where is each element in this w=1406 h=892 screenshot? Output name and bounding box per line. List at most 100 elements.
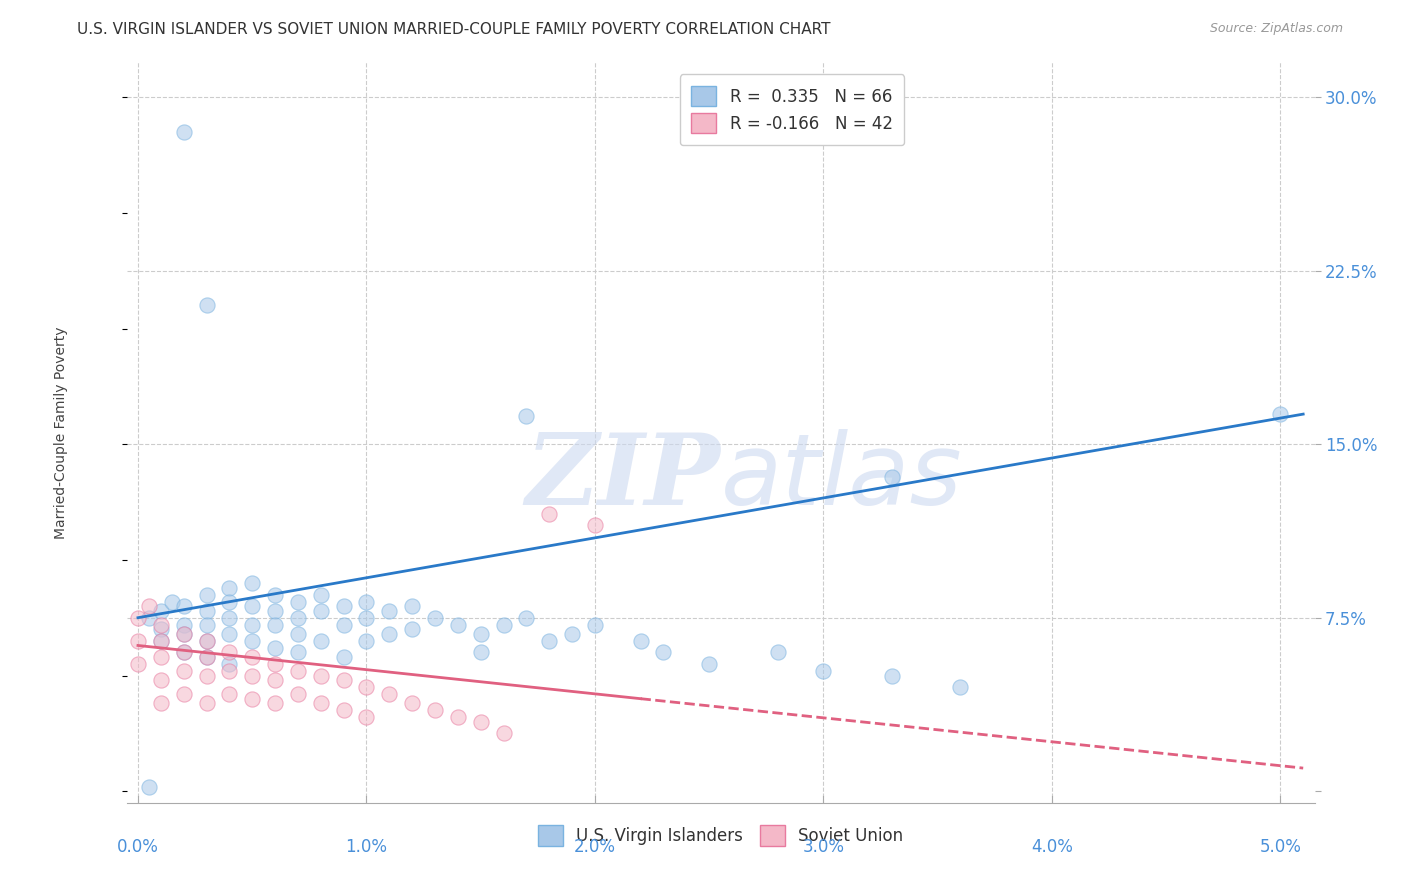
Point — [561, 627, 583, 641]
Point — [880, 668, 903, 682]
Point — [264, 696, 287, 710]
Point — [356, 611, 378, 625]
Point — [162, 594, 183, 608]
Text: 1.0%: 1.0% — [346, 838, 388, 856]
Text: Source: ZipAtlas.com: Source: ZipAtlas.com — [1209, 22, 1343, 36]
Text: U.S. VIRGIN ISLANDER VS SOVIET UNION MARRIED-COUPLE FAMILY POVERTY CORRELATION C: U.S. VIRGIN ISLANDER VS SOVIET UNION MAR… — [77, 22, 831, 37]
Point — [264, 588, 287, 602]
Point — [378, 627, 401, 641]
Point — [240, 650, 263, 665]
Point — [218, 687, 240, 701]
Point — [173, 627, 195, 641]
Point — [332, 703, 354, 717]
Point — [356, 680, 378, 694]
Point — [309, 633, 332, 648]
Point — [309, 588, 332, 602]
Point — [538, 507, 561, 521]
Point — [401, 622, 423, 636]
Point — [173, 125, 195, 139]
Point — [173, 627, 195, 641]
Point — [356, 633, 378, 648]
Point — [813, 664, 835, 678]
Point — [218, 581, 240, 595]
Point — [149, 696, 172, 710]
Point — [1270, 407, 1292, 421]
Point — [356, 594, 378, 608]
Point — [492, 726, 515, 740]
Point — [332, 617, 354, 632]
Point — [240, 633, 263, 648]
Point — [127, 633, 149, 648]
Point — [218, 664, 240, 678]
Point — [173, 664, 195, 678]
Point — [149, 633, 172, 648]
Point — [195, 617, 218, 632]
Point — [492, 617, 515, 632]
Point — [287, 664, 309, 678]
Text: ZIP: ZIP — [526, 429, 721, 525]
Point — [127, 611, 149, 625]
Point — [138, 599, 160, 614]
Point — [195, 604, 218, 618]
Point — [195, 668, 218, 682]
Point — [423, 611, 446, 625]
Point — [880, 469, 903, 483]
Point — [240, 576, 263, 591]
Point — [309, 696, 332, 710]
Point — [378, 604, 401, 618]
Point — [309, 604, 332, 618]
Point — [401, 696, 423, 710]
Point — [149, 650, 172, 665]
Text: 2.0%: 2.0% — [574, 838, 616, 856]
Point — [195, 650, 218, 665]
Point — [583, 518, 606, 533]
Point — [264, 657, 287, 671]
Point — [264, 673, 287, 688]
Point — [697, 657, 720, 671]
Point — [173, 687, 195, 701]
Point — [309, 668, 332, 682]
Point — [127, 657, 149, 671]
Point — [287, 627, 309, 641]
Text: atlas: atlas — [721, 428, 962, 525]
Text: 5.0%: 5.0% — [1260, 838, 1302, 856]
Point — [240, 668, 263, 682]
Point — [264, 617, 287, 632]
Point — [287, 611, 309, 625]
Point — [218, 645, 240, 659]
Text: 0.0%: 0.0% — [117, 838, 159, 856]
Point — [195, 298, 218, 312]
Point — [218, 627, 240, 641]
Point — [218, 657, 240, 671]
Point — [195, 650, 218, 665]
Point — [149, 604, 172, 618]
Point — [173, 599, 195, 614]
Point — [470, 645, 492, 659]
Point — [264, 640, 287, 655]
Point — [423, 703, 446, 717]
Point — [766, 645, 789, 659]
Point — [470, 714, 492, 729]
Point — [538, 633, 561, 648]
Point — [149, 622, 172, 636]
Point — [240, 599, 263, 614]
Point — [652, 645, 675, 659]
Point — [195, 696, 218, 710]
Point — [401, 599, 423, 614]
Point — [218, 594, 240, 608]
Point — [195, 633, 218, 648]
Point — [195, 588, 218, 602]
Point — [149, 673, 172, 688]
Point — [240, 617, 263, 632]
Point — [149, 617, 172, 632]
Point — [287, 645, 309, 659]
Point — [287, 594, 309, 608]
Point — [218, 611, 240, 625]
Point — [356, 710, 378, 724]
Point — [630, 633, 652, 648]
Point — [332, 673, 354, 688]
Text: 3.0%: 3.0% — [803, 838, 845, 856]
Point — [447, 710, 470, 724]
Point — [447, 617, 470, 632]
Point — [287, 687, 309, 701]
